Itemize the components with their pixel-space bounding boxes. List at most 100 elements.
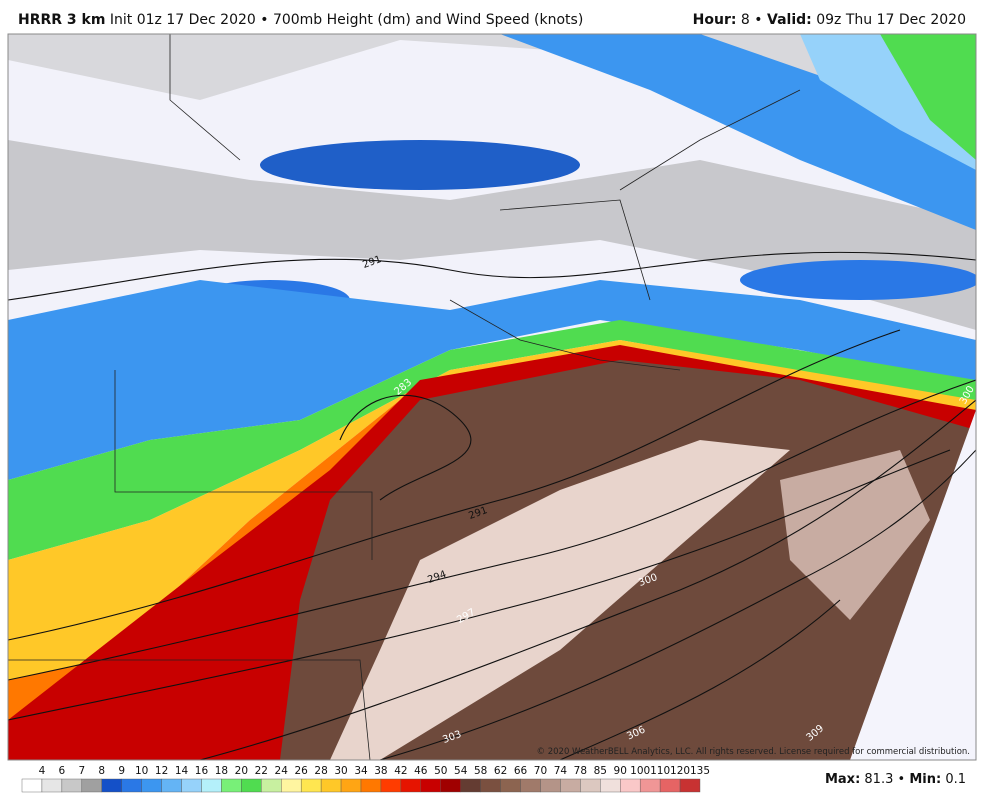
legend-tick-label: 110 — [650, 765, 670, 777]
legend-tick-label: 16 — [195, 765, 209, 777]
legend-swatch — [340, 778, 362, 793]
legend-swatch — [679, 778, 701, 793]
legend-swatch — [181, 778, 202, 793]
legend-tick-label: 9 — [118, 765, 125, 777]
hour-label: Hour: — [692, 12, 737, 28]
legend-swatch — [540, 778, 561, 793]
legend-tick-label: 66 — [514, 765, 528, 777]
legend-tick-label: 50 — [434, 765, 447, 777]
wind-patch — [260, 140, 580, 190]
legend-tick-label: 20 — [235, 765, 248, 777]
legend-tick-label: 58 — [474, 765, 487, 777]
wind-patch — [880, 34, 976, 160]
legend-tick-label: 38 — [374, 765, 387, 777]
legend-tick-label: 8 — [98, 765, 105, 777]
wind-patch — [740, 260, 976, 300]
legend-tick-label: 30 — [334, 765, 347, 777]
legend-swatch — [201, 778, 222, 793]
legend-tick-label: 54 — [454, 765, 468, 777]
legend-swatch — [659, 778, 681, 793]
model: HRRR 3 km — [18, 12, 106, 28]
wind-band — [8, 320, 976, 560]
legend-swatch — [141, 778, 162, 793]
legend-swatch — [281, 778, 302, 793]
legend-swatch — [161, 778, 182, 793]
legend-swatch — [360, 778, 382, 793]
legend-swatch — [61, 778, 83, 793]
no-data — [850, 410, 976, 760]
legend-swatch — [480, 778, 501, 793]
legend-tick-label: 6 — [59, 765, 66, 777]
legend-swatch — [639, 778, 661, 793]
valid-label: Valid: — [767, 12, 812, 28]
min: 0.1 — [945, 772, 966, 787]
legend-swatch — [600, 778, 621, 793]
legend-swatch — [620, 778, 641, 793]
legend-swatch — [300, 778, 322, 793]
legend-tick-label: 46 — [414, 765, 428, 777]
separator: • — [754, 12, 763, 28]
legend-swatch — [241, 778, 262, 793]
legend-tick-label: 22 — [255, 765, 268, 777]
description: Init 01z 17 Dec 2020 • 700mb Height (dm)… — [109, 12, 584, 28]
max-label: Max: — [824, 772, 861, 787]
legend-tick-label: 70 — [534, 765, 547, 777]
legend-tick-label: 62 — [494, 765, 507, 777]
legend-tick-label: 74 — [554, 765, 568, 777]
header-left: HRRR 3 km Init 01z 17 Dec 2020 • 700mb H… — [18, 12, 583, 28]
legend-tick-label: 12 — [155, 765, 168, 777]
valid: 09z Thu 17 Dec 2020 — [816, 12, 966, 28]
legend-tick-label: 14 — [175, 765, 189, 777]
map-field — [8, 34, 976, 760]
legend-swatch — [440, 778, 461, 793]
legend-swatch — [320, 778, 342, 793]
legend-tick-label: 28 — [314, 765, 327, 777]
legend-tick-label: 135 — [690, 765, 710, 777]
legend-swatch — [420, 778, 441, 793]
legend-tick-label: 4 — [39, 765, 46, 777]
legend-swatch — [460, 778, 481, 793]
map-frame — [7, 33, 977, 761]
legend-tick-label: 120 — [670, 765, 690, 777]
borders — [8, 34, 801, 760]
legend-tick-label: 42 — [394, 765, 407, 777]
legend-swatch — [101, 778, 122, 793]
wind-band — [780, 450, 930, 620]
legend-swatch — [580, 778, 601, 793]
wind-patch — [500, 34, 976, 230]
legend-tick-label: 7 — [78, 765, 85, 777]
legend-tick-label: 26 — [294, 765, 308, 777]
legend-swatch — [81, 778, 102, 793]
gray-area — [8, 140, 976, 330]
min-label: Min: — [909, 772, 942, 787]
legend-swatch — [261, 778, 282, 793]
legend-tick-label: 24 — [275, 765, 289, 777]
wind-band — [8, 280, 976, 480]
legend-swatch — [221, 778, 242, 793]
legend-tick-label: 34 — [354, 765, 368, 777]
legend-swatch — [41, 778, 63, 793]
legend-swatch — [380, 778, 402, 793]
legend-swatch — [21, 778, 43, 793]
stats: Max: 81.3 • Min: 0.1 — [825, 772, 966, 787]
separator: • — [897, 772, 906, 787]
copyright: © 2020 WeatherBELL Analytics, LLC. All r… — [537, 747, 970, 757]
legend-swatch — [121, 778, 142, 793]
legend-tick-label: 85 — [594, 765, 607, 777]
legend-swatch — [520, 778, 541, 793]
legend-tick-label: 100 — [630, 765, 650, 777]
legend-swatch — [500, 778, 521, 793]
header-right: Hour: 8 • Valid: 09z Thu 17 Dec 2020 — [693, 12, 966, 28]
legend: 4 6 7 8 9 10 12 14 16 18 20 22 24 26 28 30 34 38 42 46 50 54 5… — [21, 765, 710, 793]
hour: 8 — [740, 12, 750, 28]
legend-tick-label: 90 — [614, 765, 627, 777]
max: 81.3 — [864, 772, 894, 787]
legend-tick-label: 78 — [574, 765, 587, 777]
legend-swatch — [400, 778, 422, 793]
contours — [8, 251, 976, 760]
legend-tick-label: 18 — [215, 765, 228, 777]
legend-tick-label: 10 — [135, 765, 148, 777]
legend-swatch — [560, 778, 581, 793]
